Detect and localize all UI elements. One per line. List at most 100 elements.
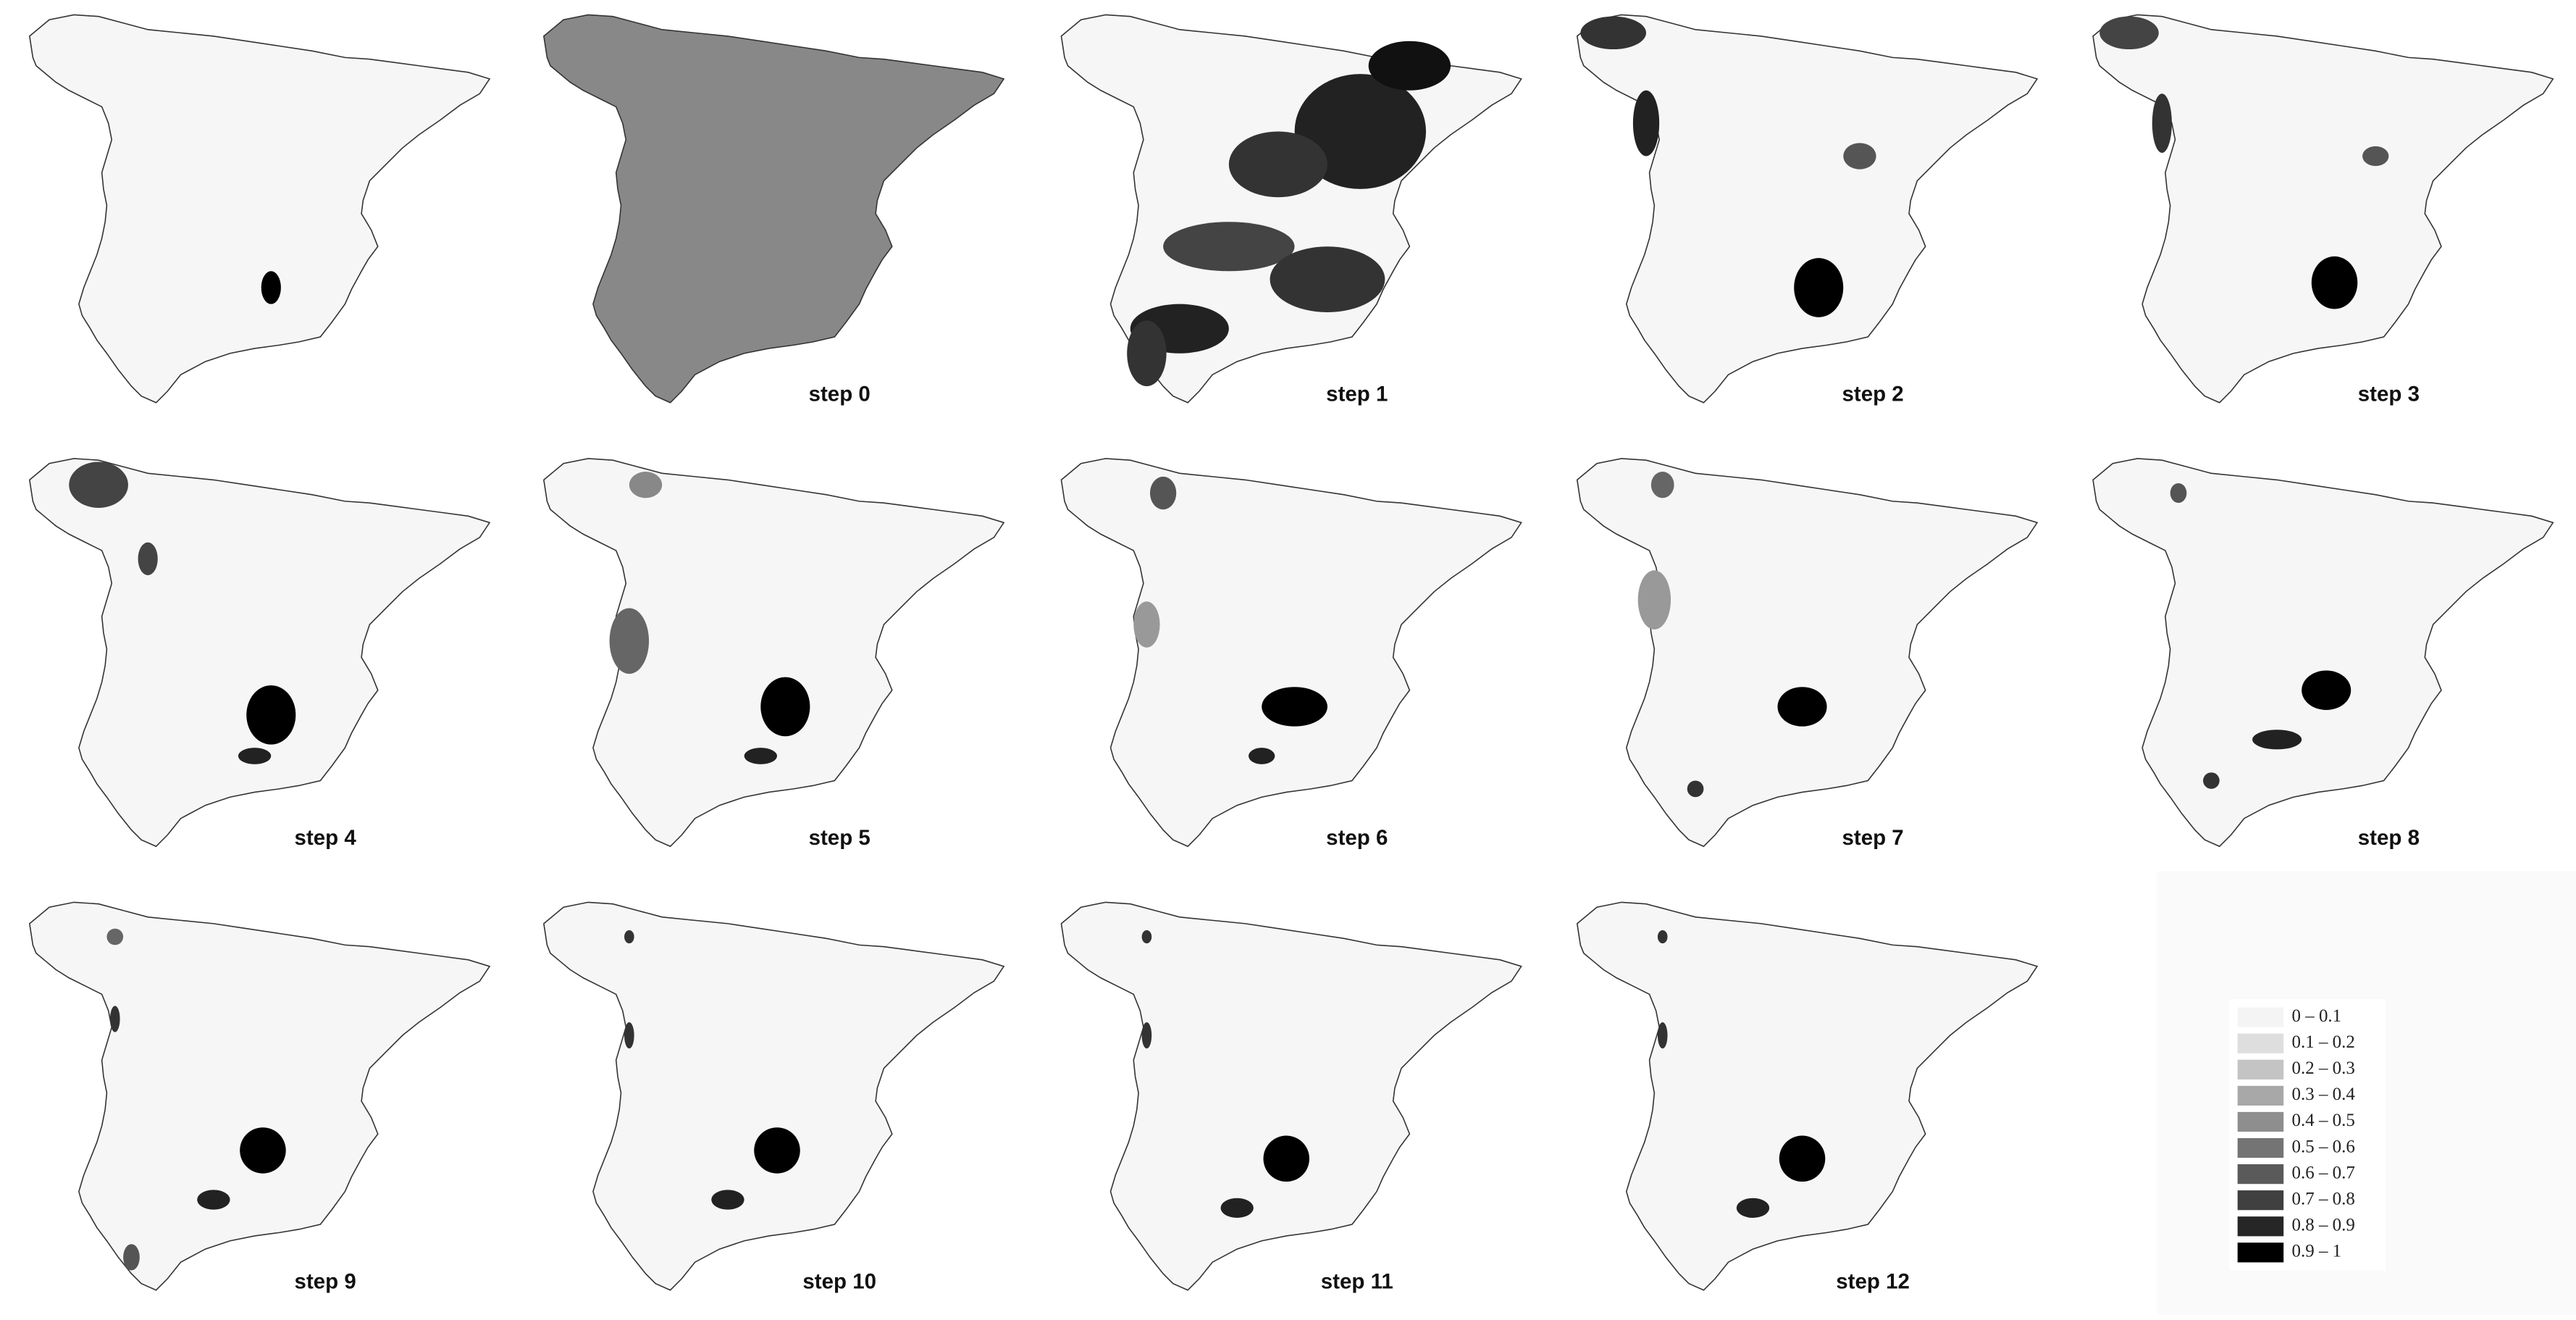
step-label: step 0 (809, 383, 870, 406)
legend-swatch (2237, 1059, 2284, 1079)
map-outline (1576, 14, 2039, 404)
map-shading (123, 1244, 140, 1271)
map-shading (1368, 41, 1451, 91)
figure-content: step 0 step 1 step 2 step 3 step 4 step 5 step… (28, 14, 2576, 1315)
map-shading (1228, 131, 1327, 198)
map-outline (28, 14, 491, 404)
map-shading (2302, 670, 2351, 710)
map-outline (2092, 14, 2554, 404)
legend-swatch (2237, 1085, 2284, 1106)
map-panel (28, 14, 491, 404)
map-shading (1294, 74, 1427, 189)
step-label: step 6 (1326, 826, 1388, 850)
map-shading (246, 685, 296, 745)
map-outline (1576, 901, 2039, 1291)
map-shading (760, 677, 810, 737)
map-shading (754, 1127, 800, 1174)
map-shading (711, 1190, 744, 1210)
step-label: step 10 (802, 1270, 876, 1294)
map-outline (1576, 457, 2039, 848)
map-shading (238, 748, 272, 764)
map-shading (1687, 780, 1704, 798)
map-panel: step 9 (28, 901, 491, 1294)
map-shading (1632, 90, 1660, 156)
map-shading (2170, 483, 2187, 504)
legend-swatch (2237, 1164, 2284, 1185)
legend: 0 – 0.1 0.1 – 0.2 0.2 – 0.3 0.3 – 0.4 0.4 – … (2157, 871, 2576, 1315)
map-panel: step 6 (1060, 457, 1522, 850)
map-outline (28, 457, 491, 848)
map-outline (542, 14, 1005, 404)
step-label: step 11 (1321, 1270, 1393, 1294)
step-label: step 4 (295, 826, 357, 850)
map-outline (1060, 457, 1522, 848)
map-panel: step 7 (1576, 457, 2039, 850)
map-shading (609, 608, 650, 674)
map-shading (1149, 476, 1177, 510)
map-shading (1262, 687, 1327, 727)
map-shading (1779, 1135, 1826, 1182)
legend-swatch (2237, 1216, 2284, 1237)
step-label: step 1 (1326, 383, 1388, 406)
map-shading (1736, 1198, 1770, 1218)
map-panel: step 11 (1060, 901, 1522, 1294)
map-shading (1163, 222, 1295, 272)
map-shading (2099, 16, 2159, 50)
map-shading (624, 1022, 634, 1049)
map-shading (2362, 146, 2389, 167)
map-shading (1263, 1135, 1309, 1182)
map-shading (1650, 472, 1674, 498)
map-panel: step 4 (28, 457, 491, 850)
map-shading (69, 461, 128, 508)
map-shading (1777, 687, 1827, 727)
legend-label: 0.4 – 0.5 (2292, 1111, 2355, 1130)
map-panel: step 3 (2092, 14, 2554, 406)
step-label: step 8 (2358, 826, 2420, 850)
map-shading (744, 748, 778, 764)
map-shading (1657, 1022, 1668, 1049)
map-outline (28, 901, 491, 1291)
map-shading (2203, 772, 2220, 789)
map-shading (261, 271, 281, 304)
map-shading (2311, 256, 2358, 309)
map-shading (1141, 930, 1152, 944)
map-shading (1657, 930, 1668, 944)
step-label: step 9 (295, 1270, 356, 1294)
step-label: step 7 (1842, 826, 1903, 850)
legend-label: 0 – 0.1 (2292, 1006, 2342, 1026)
map-shading (629, 472, 663, 498)
step-label: step 3 (2358, 383, 2420, 406)
map-shading (1637, 570, 1671, 630)
map-shading (1270, 246, 1385, 313)
map-panel: step 8 (2092, 457, 2554, 850)
map-shading (138, 542, 158, 575)
legend-swatch (2237, 1137, 2284, 1158)
legend-swatch (2237, 1242, 2284, 1263)
map-shading (2152, 93, 2172, 153)
map-outline (542, 901, 1005, 1291)
map-shading (1249, 748, 1275, 764)
legend-label: 0.7 – 0.8 (2292, 1189, 2355, 1208)
legend-swatch (2237, 1111, 2284, 1132)
map-panel: step 2 (1576, 14, 2039, 406)
legend-label: 0.9 – 1 (2292, 1242, 2342, 1261)
map-panel: step 12 (1576, 901, 2039, 1294)
legend-swatch (2237, 1190, 2284, 1211)
legend-label: 0.8 – 0.9 (2292, 1215, 2355, 1235)
legend-swatch (2237, 1007, 2284, 1027)
legend-label: 0.1 – 0.2 (2292, 1032, 2355, 1052)
map-shading (1220, 1198, 1254, 1218)
map-shading (1843, 143, 1876, 170)
map-shading (2252, 730, 2302, 750)
map-shading (106, 928, 124, 945)
legend-label: 0.2 – 0.3 (2292, 1058, 2355, 1078)
legend-swatch (2237, 1033, 2284, 1053)
map-panel: step 0 (542, 14, 1005, 406)
map-shading (1580, 16, 1647, 50)
map-outline (1060, 901, 1522, 1291)
map-shading (197, 1190, 230, 1210)
step-label: step 12 (1836, 1270, 1910, 1294)
step-label: step 2 (1842, 383, 1903, 406)
map-panel: step 10 (542, 901, 1005, 1294)
map-outline (2092, 457, 2554, 848)
